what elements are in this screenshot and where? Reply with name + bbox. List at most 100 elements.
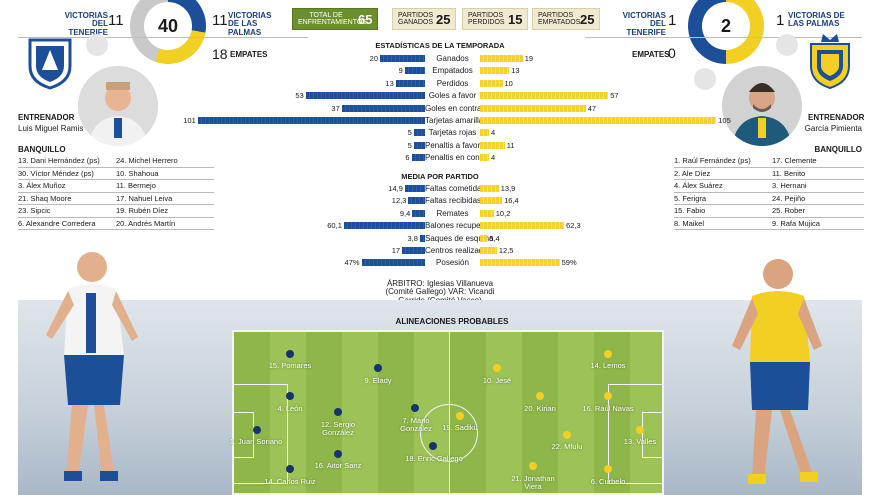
stat-row: 12,3 Faltas recibidas 16,4	[160, 195, 720, 206]
stat-label: Posesión	[436, 258, 469, 268]
stat-left-bar	[404, 67, 425, 75]
stat-right-bar	[480, 154, 489, 162]
tenerife-player-figure	[46, 252, 138, 481]
bench-player: 3. Álex Muñoz	[18, 181, 66, 191]
stat-row: 60,1 Balones recuperados 62,3	[160, 220, 720, 231]
bench-player: 8. Maikel	[674, 218, 705, 228]
stat-left-bar	[305, 92, 425, 100]
stat-right-bar	[480, 129, 489, 137]
total-center: 40	[144, 2, 192, 50]
bench-player: 15. Fabio	[674, 206, 706, 216]
bench-player: 3. Hernani	[772, 181, 807, 191]
player-name: 16. Aitor Sanz	[314, 461, 362, 470]
total-matches-label: TOTAL DE ENFRENTAMIENTOS	[298, 12, 367, 26]
right-coach-role: ENTRENADOR	[808, 113, 865, 122]
stat-label: Tarjetas rojas	[428, 128, 477, 138]
player-dot	[636, 426, 644, 434]
bench-player: 24. Michel Herrero	[116, 156, 178, 166]
pitch-right-small-box	[642, 412, 662, 458]
stat-left-value: 17	[391, 246, 401, 255]
stat-right-value: 4	[491, 128, 496, 138]
right-coach-avatar	[722, 66, 802, 146]
player-name: 20. Kirian	[524, 404, 556, 413]
stat-label: Empatados	[432, 66, 473, 76]
laspalmas-crest	[802, 32, 858, 90]
stat-right-value: 62,3	[566, 221, 581, 231]
player-name: 14. Carlos Ruiz	[264, 477, 316, 486]
stat-label: Penaltis a favor	[425, 140, 481, 150]
bench-row: 4. Álex Suárez 3. Hernani	[674, 180, 864, 193]
bench-player: 9. Rafa Mujica	[772, 218, 820, 228]
tenerife-wins-label: VICTORIAS DEL TENERIFE	[64, 11, 108, 37]
player-name: 21. Jonathan Viera	[511, 474, 555, 491]
stat-row: 20 Ganados 19	[160, 53, 720, 64]
stat-left-bar	[408, 197, 425, 205]
bench-player: 10. Shahoua	[116, 168, 159, 178]
bench-player: 5. Ferigra	[674, 193, 707, 203]
won-pill: PARTIDOS GANADOS 25	[392, 8, 457, 30]
tenerife-wins-value: 11	[108, 12, 124, 29]
player-dot	[604, 350, 612, 358]
stat-right-bar	[480, 79, 503, 87]
stat-left-value: 14,9	[388, 184, 403, 193]
pitch-center-circle	[420, 404, 478, 462]
stat-row: 5 Tarjetas rojas 4	[160, 127, 720, 138]
stat-label: Saques de esquina	[425, 233, 494, 243]
bench-row: 2. Ale Díez 11. Benito	[674, 168, 864, 180]
player-dot	[604, 392, 612, 400]
stat-row: 101 Tarjetas amarillas 105	[160, 115, 731, 126]
bench-row: 8. Maikel 9. Rafa Mujica	[674, 218, 864, 230]
bench-row: 21. Shaq Moore 17. Nahuel Leiva	[18, 193, 214, 205]
stat-right-value: 5,4	[489, 233, 500, 243]
bench-player: 20. Andrés Martín	[116, 218, 176, 228]
stat-row: 37 Goles en contra 47	[160, 103, 720, 114]
stat-right-value: 13,9	[500, 184, 516, 193]
deco-circle	[86, 34, 108, 56]
bench-player: 24. Pejiño	[772, 193, 806, 203]
bench-player: 2. Ale Díez	[674, 168, 711, 178]
right-center: 2	[702, 2, 750, 50]
stat-row: 9,4 Remates 10,2	[160, 208, 720, 219]
stat-row: 5 Penaltis a favor 11	[160, 140, 720, 151]
total-matches-value: 65	[358, 11, 373, 27]
right-ring: 2	[688, 0, 764, 64]
stat-right-bar	[480, 104, 586, 112]
player-name: 19. Sadiku	[442, 423, 478, 432]
stat-right-bar	[480, 67, 510, 75]
player-name: 18. Enric Gallego	[405, 454, 463, 463]
stat-right-value: 105	[718, 116, 731, 125]
player-dot	[604, 465, 612, 473]
total-matches-pill: TOTAL DE ENFRENTAMIENTOS 65	[292, 8, 379, 30]
lost-value: 15	[508, 11, 523, 27]
stat-right-value: 16,4	[504, 196, 519, 206]
won-label: PARTIDOS GANADOS	[398, 12, 434, 26]
stat-left-value: 101	[183, 116, 196, 125]
stat-right-value: 4	[491, 153, 496, 163]
lost-pill: PARTIDOS PERDIDOS 15	[462, 8, 529, 30]
player-name: 12. Sergio González	[320, 420, 356, 437]
stat-label: Penaltis en contra	[425, 153, 490, 163]
stat-row: 3,8 Saques de esquina 5,4	[160, 233, 720, 244]
player-name: 4. León	[277, 404, 303, 413]
bench-player: 23. Sipcic	[18, 206, 51, 216]
stat-right-bar	[480, 259, 560, 267]
stat-left-bar	[343, 222, 425, 230]
stat-left-value: 20	[369, 54, 378, 63]
stat-row: 53 Goles a favor 57	[160, 90, 720, 101]
stat-right-value: 13	[511, 66, 520, 76]
drawn-pill: PARTIDOS EMPATADOS 25	[532, 8, 601, 30]
stat-right-bar	[480, 209, 494, 217]
player-name: 16. Raúl Navas	[582, 404, 634, 413]
player-dot	[253, 426, 261, 434]
right-bench-title: BANQUILLO	[814, 145, 862, 154]
player-name: 1. Juan Soriano	[229, 437, 283, 446]
stat-left-bar	[395, 79, 425, 87]
palmas-wins-value: 11	[212, 12, 228, 29]
header-divider-right	[585, 37, 862, 38]
stat-row: 13 Perdidos 10	[160, 78, 720, 89]
player-name: 22. Mfulu	[551, 442, 583, 451]
laspalmas-player-figure	[732, 259, 822, 484]
stat-right-value: 11	[506, 140, 515, 150]
referee-line2: (Comité Gallego) VAR: Vicandi	[385, 287, 495, 297]
stat-right-value: 12,5	[498, 246, 514, 255]
